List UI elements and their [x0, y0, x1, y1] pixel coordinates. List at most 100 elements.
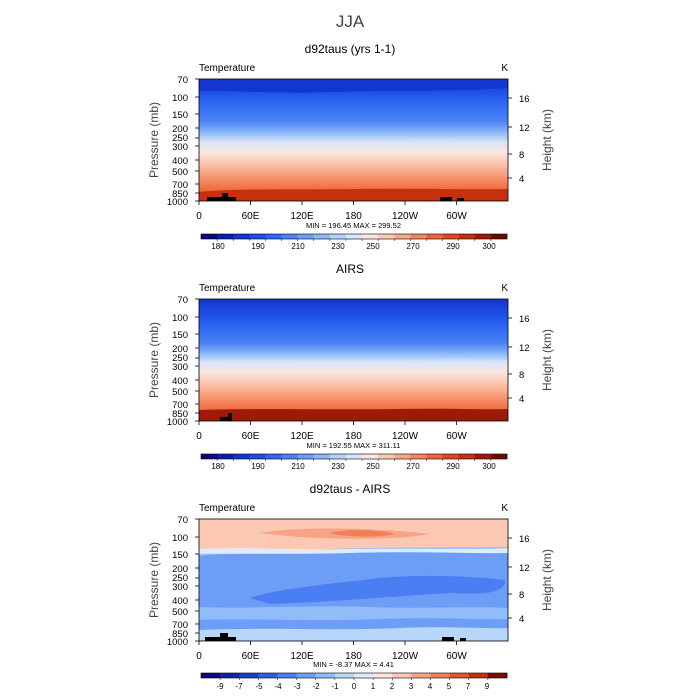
panel-model: d92taus (yrs 1-1) Temperature K 0 60E 12… [147, 42, 554, 251]
colorbar-swatch [378, 454, 395, 459]
y-tick-label: 850 [172, 189, 188, 200]
x-tick-label: 0 [196, 651, 202, 662]
panel-title: d92taus - AIRS [310, 482, 391, 496]
y-tick-label: 700 [172, 400, 188, 411]
contour-boundary [198, 139, 509, 142]
units-label: K [501, 503, 508, 514]
colorbar-swatch [220, 673, 240, 678]
colorbar-swatch [392, 673, 412, 678]
x-tick-label: 0 [196, 211, 202, 222]
x-tick-marks [198, 201, 457, 205]
contour-boundary [198, 359, 509, 362]
variable-label: Temperature [199, 63, 256, 74]
colorbar-label: 7 [466, 682, 471, 691]
x-tick-label: 180 [345, 211, 362, 222]
colorbar-swatch [362, 234, 379, 239]
plot-area [198, 518, 509, 642]
colorbar-swatch [258, 673, 278, 678]
y-tick-label: 70 [177, 295, 188, 306]
panel-airs: AIRS Temperature K 0 60E 120E 180 120W 6… [147, 262, 554, 471]
colorbar: 180 190 210 230 250 270 290 300 [200, 453, 508, 471]
colorbar-label: 270 [406, 242, 420, 251]
x-tick-label: 60E [242, 211, 260, 222]
y-tick-label: 500 [172, 387, 188, 398]
colorbar-frame [200, 453, 508, 460]
y-tick-label: 200 [172, 564, 188, 575]
x-tick-label: 120W [392, 651, 419, 662]
colorbar-label: 180 [211, 462, 225, 471]
colorbar-swatch [474, 234, 492, 239]
colorbar-label: 270 [406, 462, 420, 471]
colorbar-swatch [362, 454, 379, 459]
y-right-tick-label: 4 [519, 614, 524, 625]
colorbar-swatch [490, 454, 508, 459]
panel-title: AIRS [336, 262, 364, 276]
colorbar-swatch [329, 234, 347, 239]
colorbar-swatch [329, 454, 347, 459]
colorbar: 180 190 210 230 250 270 290 300 [200, 233, 508, 251]
x-axis: 0 60E 120E 180 120W 60W [196, 421, 467, 442]
units-label: K [501, 63, 508, 74]
y-axis-label: Pressure (mb) [147, 102, 161, 178]
colorbar-label: 250 [366, 462, 380, 471]
surface-neutral [199, 627, 508, 641]
y-right-tick-label: 8 [519, 590, 524, 601]
x-tick-label: 60E [242, 431, 260, 442]
colorbar-swatch [394, 234, 411, 239]
colorbar-label: 3 [409, 682, 414, 691]
panel-title: d92taus (yrs 1-1) [305, 42, 396, 56]
colorbar-label: 210 [291, 242, 305, 251]
colorbar-label: 2 [390, 682, 395, 691]
colorbar-label: 180 [211, 242, 225, 251]
colorbar-swatch [297, 234, 315, 239]
y-tick-label: 300 [172, 362, 188, 373]
x-tick-label: 180 [345, 431, 362, 442]
y-tick-label: 100 [172, 93, 188, 104]
colorbar-swatch [394, 454, 411, 459]
colorbar-swatch [487, 673, 508, 678]
colorbar-swatch [296, 673, 317, 678]
y-tick-label: 1000 [167, 197, 188, 208]
topography [220, 413, 232, 421]
y-tick-label: 250 [172, 353, 188, 364]
colorbar-swatch [378, 234, 395, 239]
y-tick-label: 700 [172, 180, 188, 191]
colorbar-swatch [281, 234, 298, 239]
y-right-tick-label: 8 [519, 150, 524, 161]
colorbar-swatch [233, 234, 250, 239]
x-tick-label: 0 [196, 431, 202, 442]
x-tick-label: 60W [446, 651, 467, 662]
surface-warm-band [199, 408, 508, 421]
warm-anomaly-peak [330, 530, 395, 537]
colorbar-label: 300 [482, 242, 496, 251]
colorbar-label: 0 [352, 682, 357, 691]
colorbar-label: -7 [235, 682, 243, 691]
colorbar-swatch [201, 673, 221, 678]
colorbar-frame [200, 233, 508, 240]
colorbar-swatch [474, 454, 492, 459]
contour-upper-band [199, 79, 508, 93]
colorbar-label: 230 [331, 242, 345, 251]
topography [207, 193, 464, 201]
colorbar-swatch [265, 234, 282, 239]
min-max-stats: MIN = -8.37 MAX = 4.41 [313, 660, 394, 669]
y-tick-marks [195, 78, 199, 202]
y-right-tick-marks [508, 537, 512, 619]
colorbar-label: 250 [366, 242, 380, 251]
y-right-tick-marks [508, 317, 512, 399]
y-right-tick-label: 4 [519, 394, 524, 405]
colorbar-swatch [468, 673, 489, 678]
y-tick-label: 100 [172, 533, 188, 544]
plot-area [198, 298, 509, 422]
y-tick-label: 150 [172, 550, 188, 561]
colorbar-label: -9 [216, 682, 224, 691]
colorbar-swatch [334, 673, 355, 678]
colorbar-swatch [345, 454, 363, 459]
x-tick-marks [198, 421, 457, 425]
colorbar-label: 1 [371, 682, 376, 691]
colorbar-swatch [426, 234, 443, 239]
colorbar-swatch [410, 454, 427, 459]
colorbar-swatch [411, 673, 431, 678]
colorbar-swatch [430, 673, 450, 678]
